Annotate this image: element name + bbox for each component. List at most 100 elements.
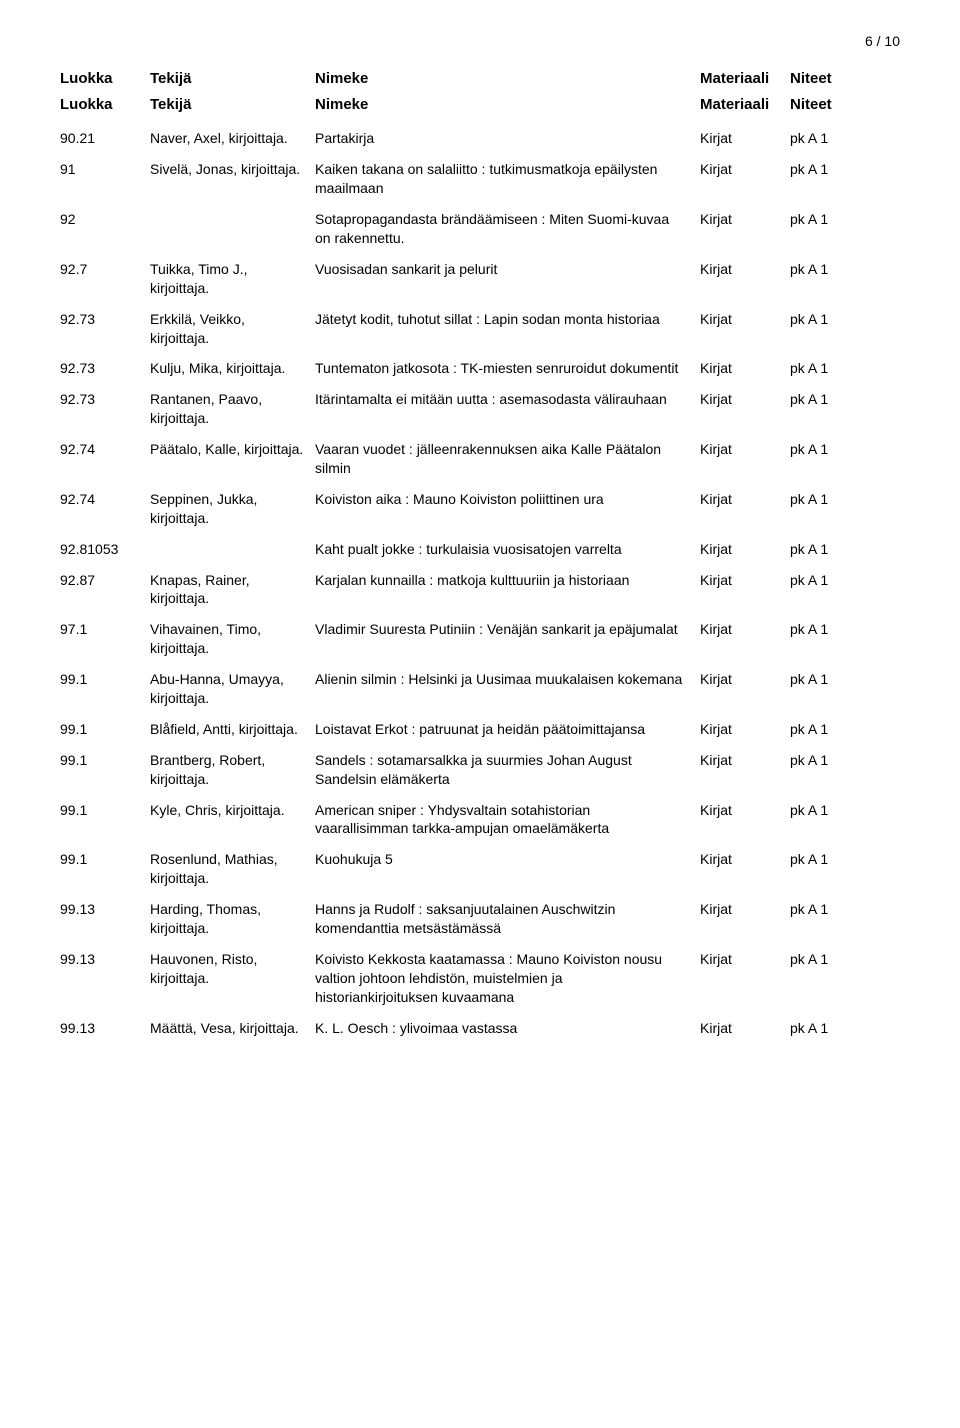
table-header-1: Luokka Tekijä Nimeke Materiaali Niteet (60, 69, 900, 89)
cell-material: Kirjat (700, 850, 790, 869)
table-row: 92.81053 Kaht pualt jokke : turkulaisia v… (60, 540, 900, 559)
table-row: 99.13Harding, Thomas, kirjoittaja.Hanns … (60, 900, 900, 938)
cell-material: Kirjat (700, 751, 790, 770)
cell-class: 99.1 (60, 720, 150, 739)
table-row: 92.7Tuikka, Timo J., kirjoittaja.Vuosisa… (60, 260, 900, 298)
cell-author: Rosenlund, Mathias, kirjoittaja. (150, 850, 315, 888)
cell-notes: pk A 1 (790, 210, 900, 229)
cell-title: Alienin silmin : Helsinki ja Uusimaa muu… (315, 670, 700, 689)
table-row: 92.74Päätalo, Kalle, kirjoittaja.Vaaran … (60, 440, 900, 478)
cell-class: 92 (60, 210, 150, 229)
cell-title: K. L. Oesch : ylivoimaa vastassa (315, 1019, 700, 1038)
cell-class: 92.74 (60, 440, 150, 459)
cell-class: 92.81053 (60, 540, 150, 559)
header-title: Nimeke (315, 95, 700, 115)
cell-notes: pk A 1 (790, 950, 900, 969)
table-header-2: Luokka Tekijä Nimeke Materiaali Niteet (60, 95, 900, 115)
cell-notes: pk A 1 (790, 490, 900, 509)
header-class: Luokka (60, 69, 150, 89)
cell-author: Seppinen, Jukka, kirjoittaja. (150, 490, 315, 528)
cell-author: Abu-Hanna, Umayya, kirjoittaja. (150, 670, 315, 708)
cell-material: Kirjat (700, 490, 790, 509)
cell-notes: pk A 1 (790, 571, 900, 590)
header-notes: Niteet (790, 69, 900, 89)
cell-material: Kirjat (700, 1019, 790, 1038)
cell-material: Kirjat (700, 359, 790, 378)
cell-class: 99.13 (60, 900, 150, 919)
cell-notes: pk A 1 (790, 260, 900, 279)
cell-title: Vuosisadan sankarit ja pelurit (315, 260, 700, 279)
cell-author: Brantberg, Robert, kirjoittaja. (150, 751, 315, 789)
cell-author: Hauvonen, Risto, kirjoittaja. (150, 950, 315, 988)
cell-author: Tuikka, Timo J., kirjoittaja. (150, 260, 315, 298)
cell-title: Loistavat Erkot : patruunat ja heidän pä… (315, 720, 700, 739)
cell-title: Vaaran vuodet : jälleenrakennuksen aika … (315, 440, 700, 478)
header-title: Nimeke (315, 69, 700, 89)
cell-class: 92.73 (60, 359, 150, 378)
cell-material: Kirjat (700, 210, 790, 229)
cell-author: Sivelä, Jonas, kirjoittaja. (150, 160, 315, 179)
cell-title: Kaht pualt jokke : turkulaisia vuosisato… (315, 540, 700, 559)
cell-material: Kirjat (700, 900, 790, 919)
cell-notes: pk A 1 (790, 390, 900, 409)
cell-class: 99.1 (60, 801, 150, 820)
table-row: 99.1Rosenlund, Mathias, kirjoittaja.Kuoh… (60, 850, 900, 888)
cell-class: 92.73 (60, 390, 150, 409)
cell-class: 92.73 (60, 310, 150, 329)
cell-author: Päätalo, Kalle, kirjoittaja. (150, 440, 315, 459)
cell-class: 92.87 (60, 571, 150, 590)
cell-material: Kirjat (700, 260, 790, 279)
cell-author: Kyle, Chris, kirjoittaja. (150, 801, 315, 820)
cell-author: Knapas, Rainer, kirjoittaja. (150, 571, 315, 609)
header-author: Tekijä (150, 95, 315, 115)
table-row: 90.21Naver, Axel, kirjoittaja.Partakirja… (60, 129, 900, 148)
cell-notes: pk A 1 (790, 720, 900, 739)
cell-material: Kirjat (700, 540, 790, 559)
cell-title: Koivisto Kekkosta kaatamassa : Mauno Koi… (315, 950, 700, 1007)
cell-class: 92.7 (60, 260, 150, 279)
table-row: 99.1Abu-Hanna, Umayya, kirjoittaja.Alien… (60, 670, 900, 708)
cell-author: Kulju, Mika, kirjoittaja. (150, 359, 315, 378)
table-row: 99.1Blåfield, Antti, kirjoittaja.Loistav… (60, 720, 900, 739)
cell-author: Rantanen, Paavo, kirjoittaja. (150, 390, 315, 428)
cell-class: 99.1 (60, 850, 150, 869)
cell-notes: pk A 1 (790, 1019, 900, 1038)
cell-notes: pk A 1 (790, 801, 900, 820)
header-material: Materiaali (700, 69, 790, 89)
cell-title: Koiviston aika : Mauno Koiviston poliitt… (315, 490, 700, 509)
cell-notes: pk A 1 (790, 850, 900, 869)
cell-title: Kaiken takana on salaliitto : tutkimusma… (315, 160, 700, 198)
cell-material: Kirjat (700, 440, 790, 459)
cell-class: 99.13 (60, 1019, 150, 1038)
cell-material: Kirjat (700, 310, 790, 329)
cell-title: Karjalan kunnailla : matkoja kulttuuriin… (315, 571, 700, 590)
table-row: 92.73Erkkilä, Veikko, kirjoittaja.Jätety… (60, 310, 900, 348)
cell-title: Sandels : sotamarsalkka ja suurmies Joha… (315, 751, 700, 789)
cell-notes: pk A 1 (790, 751, 900, 770)
cell-notes: pk A 1 (790, 310, 900, 329)
table-row: 92.87Knapas, Rainer, kirjoittaja.Karjala… (60, 571, 900, 609)
cell-material: Kirjat (700, 129, 790, 148)
cell-title: Hanns ja Rudolf : saksanjuutalainen Ausc… (315, 900, 700, 938)
table-row: 92Sotapropagandasta brändäämiseen : Mite… (60, 210, 900, 248)
cell-class: 99.13 (60, 950, 150, 969)
cell-author: Erkkilä, Veikko, kirjoittaja. (150, 310, 315, 348)
cell-notes: pk A 1 (790, 440, 900, 459)
cell-notes: pk A 1 (790, 900, 900, 919)
cell-author: Blåfield, Antti, kirjoittaja. (150, 720, 315, 739)
cell-class: 91 (60, 160, 150, 179)
cell-title: American sniper : Yhdysvaltain sotahisto… (315, 801, 700, 839)
cell-material: Kirjat (700, 801, 790, 820)
cell-notes: pk A 1 (790, 129, 900, 148)
table-row: 99.1Kyle, Chris, kirjoittaja.American sn… (60, 801, 900, 839)
cell-notes: pk A 1 (790, 160, 900, 179)
cell-class: 97.1 (60, 620, 150, 639)
cell-material: Kirjat (700, 571, 790, 590)
cell-material: Kirjat (700, 390, 790, 409)
cell-material: Kirjat (700, 950, 790, 969)
header-notes: Niteet (790, 95, 900, 115)
cell-material: Kirjat (700, 160, 790, 179)
cell-notes: pk A 1 (790, 359, 900, 378)
header-material: Materiaali (700, 95, 790, 115)
cell-class: 99.1 (60, 751, 150, 770)
